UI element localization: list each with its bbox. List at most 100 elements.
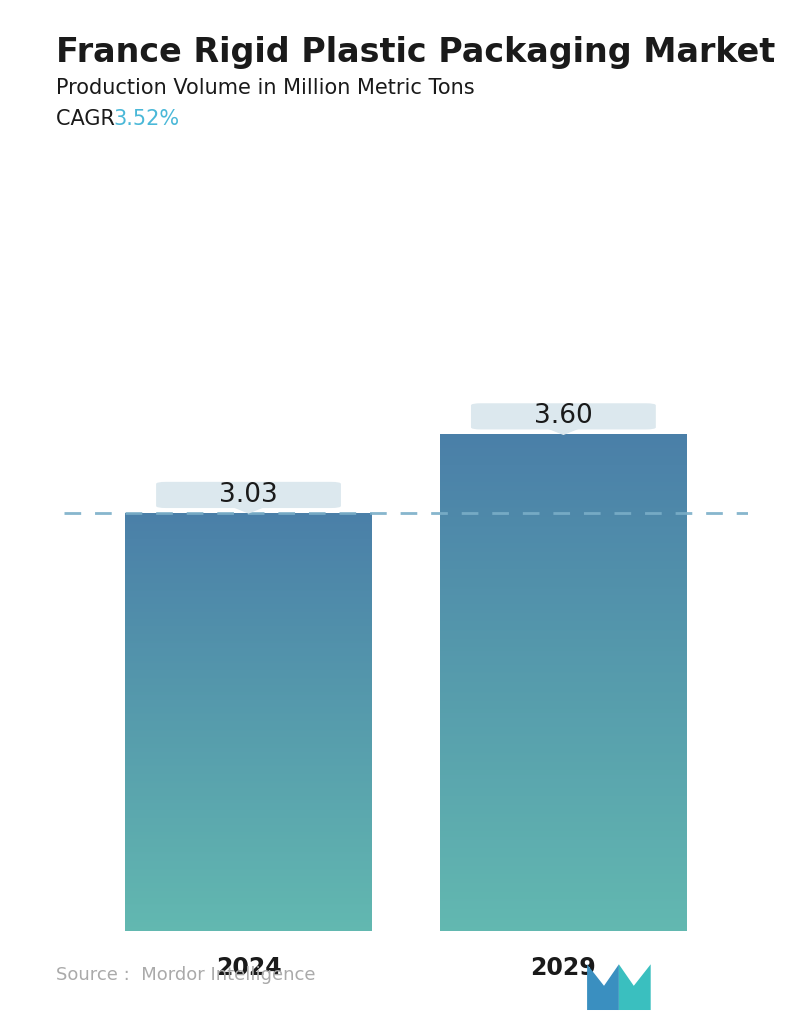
Bar bbox=[125, 795, 372, 797]
Bar bbox=[125, 612, 372, 613]
Bar bbox=[440, 725, 687, 726]
Bar bbox=[440, 861, 687, 862]
Bar bbox=[125, 816, 372, 817]
Bar bbox=[440, 529, 687, 531]
Bar bbox=[125, 919, 372, 920]
Bar bbox=[440, 851, 687, 852]
Bar bbox=[125, 590, 372, 592]
Bar bbox=[440, 442, 687, 443]
Bar bbox=[440, 479, 687, 480]
Bar bbox=[440, 927, 687, 930]
Bar bbox=[125, 660, 372, 661]
Bar bbox=[440, 816, 687, 818]
Bar bbox=[440, 880, 687, 881]
Bar bbox=[125, 913, 372, 914]
Bar bbox=[440, 857, 687, 858]
Bar bbox=[125, 577, 372, 579]
Bar bbox=[440, 909, 687, 911]
Bar bbox=[440, 757, 687, 758]
Bar bbox=[125, 543, 372, 544]
Bar bbox=[440, 579, 687, 581]
Bar bbox=[125, 802, 372, 803]
Bar bbox=[125, 869, 372, 870]
Bar bbox=[125, 708, 372, 709]
Bar bbox=[440, 924, 687, 925]
Bar bbox=[440, 648, 687, 650]
Bar bbox=[440, 700, 687, 701]
Bar bbox=[125, 591, 372, 594]
Bar bbox=[440, 667, 687, 669]
Bar bbox=[125, 923, 372, 924]
Bar bbox=[125, 647, 372, 648]
Bar bbox=[440, 670, 687, 671]
Bar bbox=[440, 784, 687, 786]
Bar bbox=[125, 838, 372, 839]
Text: 3.60: 3.60 bbox=[534, 403, 593, 429]
Bar bbox=[125, 841, 372, 842]
Bar bbox=[125, 617, 372, 618]
Bar bbox=[440, 785, 687, 787]
Bar bbox=[125, 661, 372, 662]
Bar bbox=[125, 597, 372, 598]
Bar bbox=[440, 663, 687, 664]
Bar bbox=[440, 679, 687, 681]
Bar bbox=[125, 842, 372, 843]
Bar bbox=[440, 863, 687, 864]
Bar bbox=[125, 570, 372, 572]
Bar bbox=[125, 728, 372, 729]
Bar bbox=[125, 536, 372, 537]
Bar bbox=[125, 568, 372, 570]
Bar bbox=[440, 726, 687, 727]
Bar bbox=[440, 747, 687, 749]
Bar bbox=[125, 814, 372, 815]
Bar bbox=[125, 930, 372, 931]
Bar bbox=[125, 534, 372, 535]
Bar bbox=[125, 829, 372, 830]
Bar bbox=[440, 908, 687, 910]
Bar bbox=[125, 743, 372, 744]
Bar bbox=[440, 523, 687, 525]
Bar bbox=[440, 652, 687, 653]
Bar bbox=[440, 793, 687, 794]
Bar bbox=[440, 549, 687, 551]
Bar bbox=[440, 781, 687, 782]
Bar bbox=[440, 758, 687, 759]
Bar bbox=[440, 872, 687, 874]
Bar bbox=[440, 830, 687, 831]
Bar bbox=[440, 901, 687, 902]
Bar bbox=[125, 558, 372, 559]
Bar bbox=[440, 686, 687, 688]
Bar bbox=[125, 650, 372, 651]
Bar bbox=[440, 501, 687, 503]
Bar bbox=[440, 474, 687, 476]
Bar bbox=[125, 695, 372, 697]
Bar bbox=[125, 721, 372, 722]
Bar bbox=[440, 812, 687, 813]
Bar bbox=[125, 554, 372, 555]
Bar bbox=[440, 771, 687, 773]
Bar bbox=[125, 920, 372, 921]
Bar bbox=[125, 827, 372, 828]
Bar bbox=[440, 887, 687, 888]
Bar bbox=[440, 585, 687, 587]
Bar bbox=[440, 435, 687, 436]
Bar bbox=[440, 559, 687, 560]
Bar bbox=[125, 752, 372, 753]
Bar bbox=[125, 700, 372, 701]
Bar bbox=[440, 609, 687, 610]
Bar bbox=[440, 490, 687, 491]
Bar bbox=[440, 906, 687, 907]
Bar bbox=[440, 545, 687, 546]
Bar bbox=[125, 918, 372, 919]
Bar bbox=[125, 659, 372, 660]
Bar bbox=[125, 520, 372, 521]
Text: 3.52%: 3.52% bbox=[113, 109, 179, 128]
Bar bbox=[125, 616, 372, 617]
Bar bbox=[440, 661, 687, 663]
Bar bbox=[440, 542, 687, 544]
Polygon shape bbox=[546, 427, 580, 434]
Bar bbox=[125, 856, 372, 857]
Bar bbox=[125, 672, 372, 674]
Bar bbox=[440, 794, 687, 795]
Bar bbox=[440, 620, 687, 621]
